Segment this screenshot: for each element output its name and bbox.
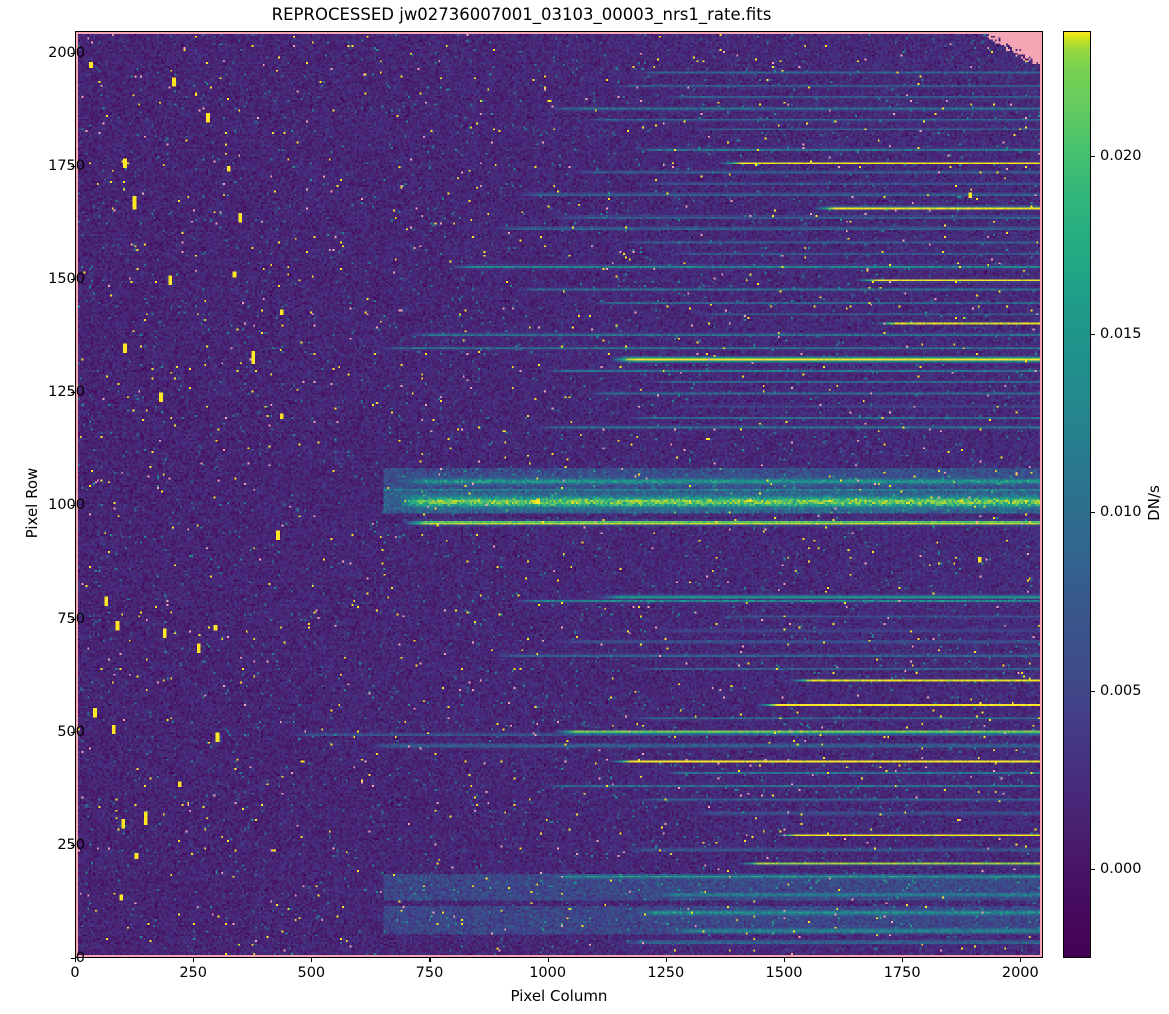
colorbar-tick-label: 0.010: [1100, 504, 1142, 521]
y-tick-label: 1500: [48, 271, 85, 288]
x-tick-label: 750: [415, 965, 444, 981]
y-tick-mark: [71, 844, 75, 846]
colorbar-tick-mark: [1091, 512, 1095, 514]
y-tick-label: 0: [75, 950, 85, 966]
x-tick-mark: [783, 958, 786, 962]
x-tick-label: 2000: [1001, 965, 1039, 981]
x-tick-mark: [193, 958, 195, 962]
y-axis-label: Pixel Row: [23, 467, 41, 539]
y-tick-label: 1750: [48, 157, 85, 174]
y-tick-mark: [71, 392, 75, 394]
y-tick-mark: [71, 505, 75, 507]
colorbar-tick-label: 0.005: [1100, 682, 1142, 699]
x-tick-mark: [75, 958, 77, 962]
y-tick-mark: [71, 52, 75, 54]
x-tick-label: 0: [70, 965, 80, 981]
y-tick-mark: [71, 958, 75, 960]
x-tick-mark: [311, 958, 313, 962]
x-tick-label: 1500: [765, 965, 803, 981]
colorbar[interactable]: [1063, 31, 1091, 958]
x-tick-label: 1750: [883, 965, 921, 981]
x-tick-label: 250: [179, 965, 207, 981]
x-tick-label: 1250: [647, 965, 685, 981]
x-tick-mark: [429, 958, 431, 962]
detector-image-axes[interactable]: [75, 31, 1043, 958]
colorbar-tick-mark: [1091, 334, 1095, 336]
figure-title: REPROCESSED jw02736007001_03103_00003_nr…: [271, 5, 772, 24]
colorbar-tick-mark: [1091, 690, 1095, 692]
x-tick-mark: [902, 958, 904, 962]
y-tick-label: 1000: [48, 497, 85, 514]
y-tick-mark: [71, 731, 75, 733]
colorbar-tick-mark: [1091, 868, 1095, 870]
colorbar-label: DN/s: [1145, 485, 1163, 521]
y-tick-label: 2000: [48, 44, 85, 61]
x-tick-mark: [547, 958, 549, 962]
detector-rate-image: [76, 32, 1042, 957]
y-tick-label: 1250: [48, 384, 85, 401]
colorbar-tick-label: 0.015: [1100, 326, 1142, 343]
x-tick-mark: [1020, 958, 1022, 962]
colorbar-tick-label: 0.000: [1100, 860, 1142, 877]
x-tick-label: 1000: [529, 965, 567, 981]
y-tick-mark: [71, 618, 75, 620]
x-axis-label: Pixel Column: [510, 987, 608, 1005]
x-tick-mark: [665, 958, 667, 962]
colorbar-tick-label: 0.020: [1100, 147, 1142, 164]
y-tick-mark: [71, 165, 75, 167]
y-tick-mark: [71, 279, 75, 281]
colorbar-tick-mark: [1091, 155, 1095, 157]
x-tick-label: 500: [297, 965, 326, 981]
